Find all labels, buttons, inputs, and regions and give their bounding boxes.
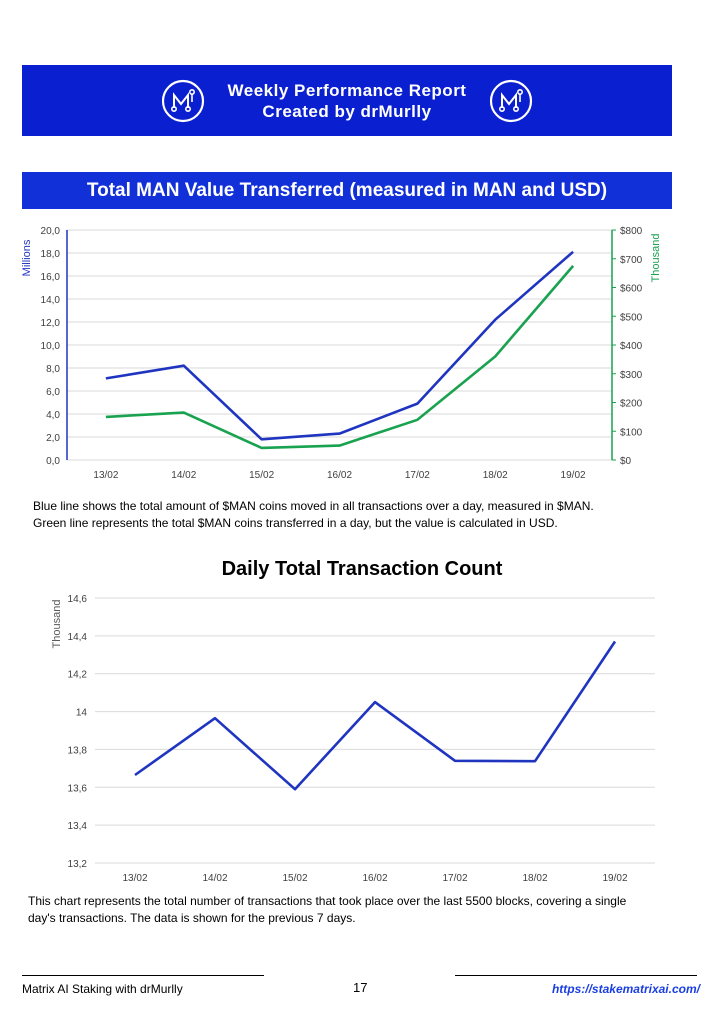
report-banner: Weekly Performance Report Created by drM… — [22, 65, 672, 136]
man-value-chart: 0,0 2,0 4,0 6,0 8,0 10,0 12,0 14,0 16,0 18,0 20,0 $… — [21, 226, 662, 481]
footer-website-link[interactable]: https://stakematrixai.com/ — [551, 982, 700, 996]
footer-rule-right — [455, 975, 697, 976]
chart1-caption-line2: Green line represents the total $MAN coi… — [33, 516, 558, 530]
x-tick-label: 15/02 — [249, 470, 274, 481]
y-tick-label: 8,0 — [46, 364, 60, 375]
y-tick-label: 13,4 — [68, 821, 88, 832]
x-tick-label: 16/02 — [362, 873, 387, 884]
x-tick-label: 17/02 — [442, 873, 467, 884]
transaction-count-chart: 13,2 13,4 13,6 13,8 14 14,2 14,4 14,6 13/02 14/02… — [51, 594, 655, 884]
x-tick-label: 17/02 — [405, 470, 430, 481]
y-tick-label: 18,0 — [41, 249, 61, 260]
y-tick-label: 12,0 — [41, 318, 61, 329]
x-tick-label: 18/02 — [483, 470, 508, 481]
x-tick-label: 19/02 — [602, 873, 627, 884]
chart1-caption: Blue line shows the total amount of $MAN… — [33, 498, 594, 532]
y-axis-label: Thousand — [51, 600, 63, 649]
y-tick-label: 14 — [76, 708, 88, 719]
y-tick-label: 0,0 — [46, 456, 60, 467]
x-tick-label: 13/02 — [122, 873, 147, 884]
y2-axis-label: Thousand — [650, 234, 662, 283]
y2-tick-label: $100 — [620, 427, 643, 438]
x-tick-label: 14/02 — [171, 470, 196, 481]
footer-rule-left — [22, 975, 264, 976]
y-tick-label: 16,0 — [41, 272, 61, 283]
y-tick-label: 14,0 — [41, 295, 61, 306]
x-tick-label: 19/02 — [561, 470, 586, 481]
y-tick-label: 10,0 — [41, 341, 61, 352]
x-tick-label: 16/02 — [327, 470, 352, 481]
y2-tick-label: $300 — [620, 370, 643, 381]
y2-tick-label: $0 — [620, 456, 632, 467]
chart2-title: Daily Total Transaction Count — [221, 558, 503, 580]
chart2-caption-line1: This chart represents the total number o… — [28, 894, 627, 908]
y2-tick-label: $700 — [620, 255, 643, 266]
matrix-ai-logo-icon — [161, 79, 204, 122]
chart1-caption-line1: Blue line shows the total amount of $MAN… — [33, 499, 594, 513]
chart1-heading: Total MAN Value Transferred (measured in… — [22, 172, 672, 209]
series-line-transactions — [134, 640, 617, 791]
y-tick-label: 14,4 — [68, 632, 88, 643]
series-line-man — [105, 250, 574, 441]
y-tick-label: 13,6 — [68, 783, 88, 794]
y-tick-label: 2,0 — [46, 433, 60, 444]
footer-left-text: Matrix AI Staking with drMurlly — [22, 982, 183, 996]
y2-tick-label: $400 — [620, 341, 643, 352]
y-tick-label: 13,2 — [68, 859, 88, 870]
x-tick-label: 14/02 — [202, 873, 227, 884]
y2-tick-label: $600 — [620, 284, 643, 295]
x-tick-label: 15/02 — [282, 873, 307, 884]
x-tick-label: 18/02 — [522, 873, 547, 884]
y-tick-label: 14,2 — [68, 670, 88, 681]
series-line-usd — [105, 265, 575, 450]
y-tick-label: 14,6 — [68, 594, 88, 605]
page-number: 17 — [353, 980, 368, 995]
y2-tick-label: $800 — [620, 226, 643, 237]
chart2-caption-line2: day's transactions. The data is shown fo… — [28, 911, 356, 925]
banner-title: Weekly Performance Report Created by drM… — [228, 80, 467, 122]
y2-tick-label: $200 — [620, 399, 643, 410]
banner-title-line2: Created by drMurlly — [262, 101, 432, 121]
y2-tick-label: $500 — [620, 312, 643, 323]
y-tick-label: 4,0 — [46, 410, 60, 421]
y-tick-label: 6,0 — [46, 387, 60, 398]
banner-title-line1: Weekly Performance Report — [227, 80, 467, 100]
x-tick-label: 13/02 — [93, 470, 118, 481]
y-tick-label: 20,0 — [41, 226, 61, 237]
y-tick-label: 13,8 — [68, 745, 88, 756]
chart2-caption: This chart represents the total number o… — [28, 893, 626, 927]
matrix-ai-logo-icon — [490, 79, 533, 122]
y-axis-label: Millions — [21, 239, 33, 276]
